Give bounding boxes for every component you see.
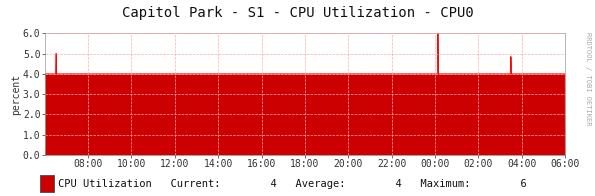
- Text: RRDTOOL / TOBI OETIKER: RRDTOOL / TOBI OETIKER: [585, 32, 591, 125]
- Y-axis label: percent: percent: [11, 74, 21, 115]
- Text: Capitol Park - S1 - CPU Utilization - CPU0: Capitol Park - S1 - CPU Utilization - CP…: [121, 6, 474, 20]
- Text: CPU Utilization   Current:        4   Average:        4   Maximum:        6: CPU Utilization Current: 4 Average: 4 Ma…: [58, 179, 527, 189]
